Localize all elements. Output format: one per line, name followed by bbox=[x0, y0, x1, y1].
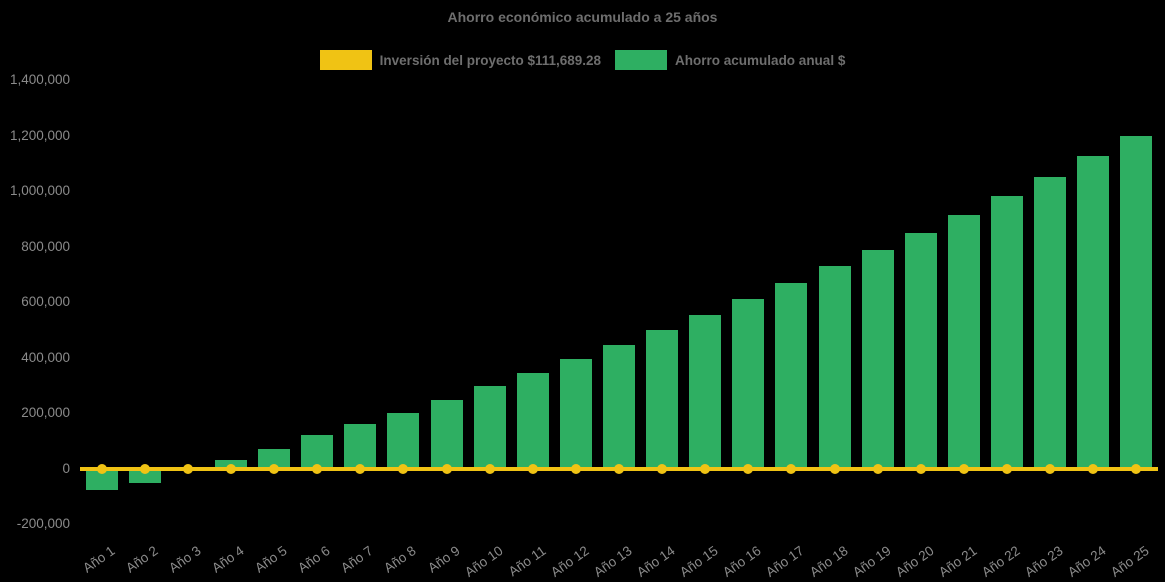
bar-ahorro-acumulado bbox=[861, 250, 894, 469]
investment-line-marker bbox=[614, 463, 624, 474]
bar-ahorro-acumulado bbox=[1077, 156, 1110, 469]
investment-line-marker bbox=[700, 463, 711, 474]
investment-line-marker bbox=[872, 463, 883, 474]
legend: Inversión del proyecto $111,689.28 Ahorr… bbox=[0, 50, 1165, 70]
investment-line-marker bbox=[484, 463, 495, 474]
bar-ahorro-acumulado bbox=[603, 345, 635, 469]
investment-line-marker bbox=[225, 463, 236, 474]
bar-ahorro-acumulado bbox=[559, 358, 592, 469]
y-tick-label: 600,000 bbox=[21, 294, 70, 309]
y-tick-label: 200,000 bbox=[21, 405, 70, 420]
investment-line-marker bbox=[1045, 463, 1056, 474]
legend-item-ahorro[interactable]: Ahorro acumulado anual $ bbox=[615, 50, 845, 70]
investment-line-marker bbox=[269, 463, 280, 474]
investment-line-marker bbox=[1088, 463, 1099, 474]
chart-title: Ahorro económico acumulado a 25 años bbox=[447, 9, 718, 25]
bar-ahorro-acumulado bbox=[516, 372, 549, 469]
y-tick-label: 800,000 bbox=[21, 238, 70, 254]
investment-line-marker bbox=[441, 463, 452, 474]
legend-swatch-ahorro-icon bbox=[615, 50, 668, 70]
bar-ahorro-acumulado bbox=[473, 386, 506, 469]
bar-ahorro-acumulado bbox=[128, 468, 161, 483]
bar-ahorro-acumulado bbox=[258, 448, 291, 469]
bar-ahorro-acumulado bbox=[904, 233, 937, 469]
investment-line-marker bbox=[829, 463, 840, 474]
bar-ahorro-acumulado bbox=[1120, 135, 1153, 469]
investment-line-marker bbox=[527, 463, 538, 474]
bar-ahorro-acumulado bbox=[387, 413, 420, 469]
legend-label-ahorro: Ahorro acumulado anual $ bbox=[675, 52, 846, 68]
y-tick-label: 400,000 bbox=[21, 349, 70, 365]
y-tick-label: 1,200,000 bbox=[9, 127, 70, 143]
bar-ahorro-acumulado bbox=[818, 265, 851, 469]
investment-line-marker bbox=[312, 463, 323, 474]
investment-line-marker bbox=[355, 463, 366, 474]
bar-ahorro-acumulado bbox=[301, 435, 334, 469]
bar-ahorro-acumulado bbox=[991, 196, 1024, 469]
bar-ahorro-acumulado bbox=[947, 214, 980, 469]
bar-ahorro-acumulado bbox=[775, 283, 808, 469]
y-tick-label: 1,000,000 bbox=[9, 183, 70, 198]
bar-ahorro-acumulado bbox=[646, 329, 679, 469]
investment-line-marker bbox=[139, 463, 150, 474]
bar-ahorro-acumulado bbox=[344, 423, 377, 469]
legend-item-inversion[interactable]: Inversión del proyecto $111,689.28 bbox=[319, 50, 602, 70]
bar-ahorro-acumulado bbox=[1034, 176, 1067, 469]
bar-ahorro-acumulado bbox=[689, 315, 722, 469]
investment-line-marker bbox=[96, 463, 107, 474]
bar-ahorro-acumulado bbox=[85, 468, 118, 491]
investment-line-marker bbox=[657, 463, 668, 474]
investment-line-marker bbox=[958, 463, 969, 474]
legend-swatch-inversion-icon bbox=[319, 50, 372, 70]
investment-line-marker bbox=[786, 463, 797, 474]
investment-line-marker bbox=[182, 463, 193, 474]
investment-line-marker bbox=[915, 463, 926, 474]
investment-line-marker bbox=[1002, 463, 1013, 474]
investment-line-marker bbox=[1131, 463, 1142, 474]
x-tick-label: Año 1 bbox=[79, 543, 118, 576]
y-tick-label: -200,000 bbox=[16, 516, 70, 531]
bar-ahorro-acumulado bbox=[430, 399, 463, 469]
investment-line-marker bbox=[398, 463, 409, 474]
legend-label-inversion: Inversión del proyecto $111,689.28 bbox=[379, 52, 602, 68]
investment-line-marker bbox=[570, 463, 581, 474]
y-tick-label: 0 bbox=[62, 460, 70, 476]
investment-line-marker bbox=[743, 463, 754, 474]
bar-ahorro-acumulado bbox=[732, 298, 765, 469]
y-tick-label: 1,400,000 bbox=[9, 72, 70, 87]
